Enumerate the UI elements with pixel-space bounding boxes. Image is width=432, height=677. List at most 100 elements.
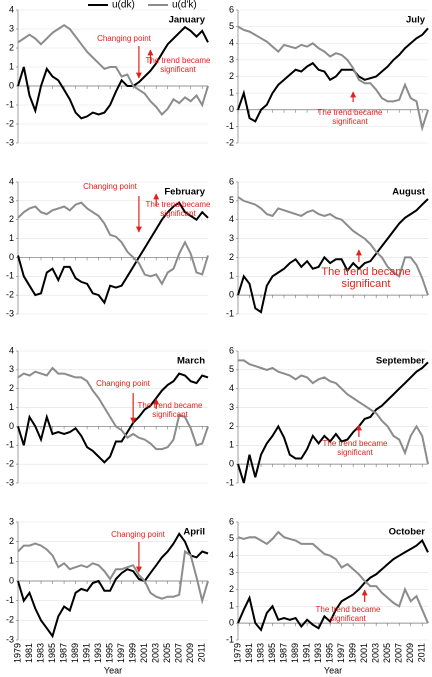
y-tick-label: 1	[229, 271, 234, 281]
series-line	[237, 198, 429, 314]
y-tick-label: 5	[229, 21, 234, 31]
x-tick-label: 1993	[313, 643, 323, 663]
panel-title: October	[389, 527, 426, 538]
x-tick-label: 1981	[244, 643, 254, 663]
y-tick-label: -3	[6, 477, 14, 487]
x-tick-label: 2007	[174, 643, 184, 663]
annotation: Changing point	[97, 34, 151, 43]
y-tick-label: 0	[229, 290, 234, 300]
series-line	[17, 542, 209, 605]
x-tick-label: 1985	[267, 643, 277, 663]
y-tick-label: 1	[9, 233, 14, 243]
x-tick-label: 2003	[151, 643, 161, 663]
y-tick-label: -1	[6, 595, 14, 605]
y-tick-label: 1	[229, 88, 234, 98]
y-tick-label: 1	[229, 440, 234, 450]
series-line	[237, 538, 429, 632]
legend-label: u(dk)	[112, 0, 135, 11]
x-axis-label: Year	[324, 665, 342, 675]
y-tick-label: -1	[226, 121, 234, 131]
y-tick-label: 0	[9, 421, 14, 431]
y-tick-label: 2	[9, 42, 14, 52]
y-tick-label: 4	[9, 4, 14, 14]
y-tick-label: -1	[226, 634, 234, 644]
y-tick-label: -3	[6, 137, 14, 147]
y-tick-label: 3	[229, 54, 234, 64]
series-line	[237, 27, 429, 123]
y-tick-label: 4	[229, 383, 234, 393]
y-tick-label: -3	[6, 308, 14, 318]
annotation: The trend became significant	[322, 439, 388, 457]
series-line	[17, 25, 209, 120]
y-tick-label: 0	[9, 575, 14, 585]
x-tick-label: 1997	[116, 643, 126, 663]
series-line	[238, 359, 429, 465]
x-tick-label: 2005	[162, 643, 172, 663]
series-line	[17, 531, 209, 639]
x-tick-label: 1997	[336, 643, 346, 663]
series-line	[17, 366, 209, 451]
x-tick-label: 1999	[128, 643, 138, 663]
panel-title: March	[177, 356, 205, 367]
series-line	[237, 196, 429, 296]
y-tick-label: 6	[229, 4, 234, 14]
y-tick-label: 2	[229, 584, 234, 594]
series-line	[237, 25, 429, 132]
series-line	[17, 24, 209, 117]
annotation: Changing point	[111, 530, 165, 539]
x-tick-label: 2007	[394, 643, 404, 663]
y-tick-label: 1	[9, 402, 14, 412]
x-tick-label: 1981	[24, 643, 34, 663]
x-axis-label: Year	[104, 665, 122, 675]
x-tick-label: 1979	[232, 643, 242, 663]
annotation: The trend became significant	[145, 200, 211, 218]
legend-label: u(d'k)	[172, 0, 197, 11]
y-tick-label: 3	[9, 516, 14, 526]
panel-title: January	[169, 15, 206, 26]
panel-title: February	[164, 187, 205, 198]
x-tick-label: 2005	[382, 643, 392, 663]
y-tick-label: 2	[9, 536, 14, 546]
y-tick-label: 0	[9, 252, 14, 262]
y-tick-label: -2	[226, 137, 234, 147]
annotation: The trend became significant	[321, 266, 411, 290]
panel-title: September	[376, 356, 425, 367]
series-line	[17, 372, 209, 464]
x-tick-label: 1987	[278, 643, 288, 663]
series-line	[237, 530, 429, 624]
y-tick-label: 2	[229, 71, 234, 81]
annotation: The trend became significant	[317, 108, 383, 126]
x-tick-label: 2011	[417, 643, 427, 662]
y-tick-label: 3	[9, 364, 14, 374]
x-tick-label: 1999	[348, 643, 358, 663]
y-tick-label: 0	[229, 459, 234, 469]
y-tick-label: 4	[9, 345, 14, 355]
annotation: The trend became significant	[137, 401, 203, 419]
y-tick-label: -2	[6, 615, 14, 625]
x-tick-label: 1993	[93, 643, 103, 663]
panel-title: July	[406, 15, 426, 26]
y-tick-label: 1	[229, 601, 234, 611]
y-tick-label: 3	[229, 402, 234, 412]
series-line	[237, 361, 429, 484]
y-tick-label: -1	[6, 99, 14, 109]
y-tick-label: 2	[229, 421, 234, 431]
y-tick-label: 3	[229, 233, 234, 243]
x-tick-label: 1995	[324, 643, 334, 663]
y-tick-label: 4	[229, 38, 234, 48]
annotation: The trend became significant	[145, 56, 211, 74]
y-tick-label: -1	[6, 440, 14, 450]
x-tick-label: 2011	[197, 643, 207, 662]
annotation: The trend became significant	[315, 605, 381, 623]
y-tick-label: 4	[9, 176, 14, 186]
x-tick-label: 2009	[405, 643, 415, 663]
y-tick-label: 2	[9, 214, 14, 224]
x-tick-label: 1989	[290, 643, 300, 663]
annotation: Changing point	[96, 379, 150, 388]
y-tick-label: 4	[229, 550, 234, 560]
x-tick-label: 1979	[12, 643, 22, 663]
y-tick-label: 5	[229, 533, 234, 543]
y-tick-label: 3	[9, 195, 14, 205]
y-tick-label: -1	[226, 308, 234, 318]
y-tick-label: 3	[9, 23, 14, 33]
